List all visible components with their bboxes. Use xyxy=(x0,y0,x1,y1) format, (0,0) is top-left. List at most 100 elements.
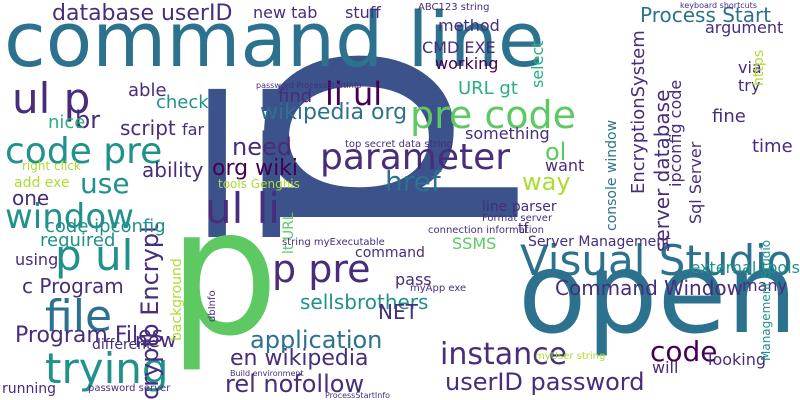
word: SSMS xyxy=(452,234,497,253)
word: find xyxy=(278,86,313,107)
word: way xyxy=(522,168,571,196)
word: myApp exe xyxy=(410,283,467,294)
word: use xyxy=(80,167,130,200)
word: ProcessStartInfo xyxy=(325,391,391,400)
word: command xyxy=(355,245,425,261)
word: rel nofollow xyxy=(225,370,365,398)
word: ipconfig code xyxy=(666,79,685,187)
word: NET xyxy=(378,300,418,324)
word: looking xyxy=(708,350,767,369)
word: add exe xyxy=(14,175,70,191)
word: Sql Server xyxy=(686,141,705,224)
word: href xyxy=(385,165,441,198)
word: p xyxy=(168,172,280,375)
word: line parser xyxy=(482,199,557,215)
word: top secret data string xyxy=(345,139,453,150)
word: org wiki xyxy=(212,156,299,181)
word: li xyxy=(190,56,299,283)
word: far xyxy=(182,120,205,139)
word: userID password xyxy=(445,368,645,396)
word: able xyxy=(128,80,167,101)
word: c Program xyxy=(22,274,124,298)
word: code xyxy=(650,335,718,368)
word: nice xyxy=(48,112,86,133)
word: string myExecutable xyxy=(282,237,385,248)
word: ul li xyxy=(205,184,280,233)
word: instance xyxy=(440,337,568,372)
word: method xyxy=(438,16,500,35)
word: one xyxy=(12,186,50,210)
word: trying xyxy=(45,344,169,393)
word: new tab xyxy=(253,3,318,22)
word: try xyxy=(738,76,761,95)
word: EncryptionSystem xyxy=(628,30,649,194)
word: Management Studio xyxy=(759,239,773,361)
word: open xyxy=(518,229,798,359)
word: background xyxy=(169,258,185,341)
word: fine xyxy=(712,106,746,127)
word: CMD EXE xyxy=(422,38,496,57)
word: code ipconfig xyxy=(45,216,166,237)
word: dbInfo xyxy=(207,290,218,322)
word: stuff xyxy=(345,3,381,22)
word: console window xyxy=(604,119,620,231)
word: Program Files xyxy=(15,323,164,348)
word: connection information xyxy=(428,225,544,236)
word: myUser string xyxy=(535,351,606,362)
word: code pre xyxy=(5,131,163,172)
word: Process Start xyxy=(640,3,772,27)
word: check xyxy=(156,92,209,113)
word: tools Genghis xyxy=(218,177,300,191)
word: select xyxy=(528,40,547,88)
word: p pre xyxy=(272,247,371,291)
word: li ul xyxy=(325,75,383,113)
word: via xyxy=(738,58,762,77)
word: sellsbrothers xyxy=(300,290,429,314)
word: working xyxy=(435,54,499,73)
word: br xyxy=(75,106,101,134)
word: want xyxy=(545,156,585,175)
word: application xyxy=(250,326,383,354)
word: new xyxy=(135,328,177,352)
word: many xyxy=(742,276,787,295)
word: ABC123 string xyxy=(418,2,490,13)
word: keyboard shortcuts xyxy=(680,1,757,10)
word: time xyxy=(752,136,793,157)
word: p ul xyxy=(55,231,134,280)
word: Build environment xyxy=(230,369,304,378)
word: en wikipedia xyxy=(230,346,369,371)
word: ability xyxy=(142,158,204,182)
word: running xyxy=(2,381,57,397)
word: parameter xyxy=(320,137,511,178)
word: different xyxy=(92,337,152,353)
word: script xyxy=(120,116,176,140)
word: Server Management xyxy=(528,234,671,250)
word: external tools xyxy=(690,258,800,277)
word: Format server xyxy=(482,213,553,224)
word: ul p xyxy=(12,74,91,123)
word: need xyxy=(232,133,292,161)
word: URL gt xyxy=(458,78,518,99)
word: pre code xyxy=(410,93,577,137)
word: crypto Encrypt xyxy=(136,223,164,400)
word: Command Window xyxy=(555,276,744,300)
word: command line xyxy=(4,0,545,84)
word: file xyxy=(45,291,113,342)
word: window xyxy=(5,197,134,237)
word: https xyxy=(751,49,767,86)
word: required xyxy=(40,230,116,251)
word: argument xyxy=(705,18,784,37)
word: something xyxy=(465,124,550,143)
word: ol xyxy=(545,138,567,166)
word: tf xyxy=(518,221,529,237)
word: password ProcessStartInfo xyxy=(256,81,362,90)
word: password server xyxy=(88,383,171,394)
word: will xyxy=(652,358,679,377)
word: right click xyxy=(22,159,81,173)
word: using xyxy=(15,250,59,269)
word: wikipedia org xyxy=(260,100,408,125)
word: pass xyxy=(395,270,432,289)
word: database userID xyxy=(52,1,233,26)
word: Visual Studio xyxy=(520,236,793,285)
